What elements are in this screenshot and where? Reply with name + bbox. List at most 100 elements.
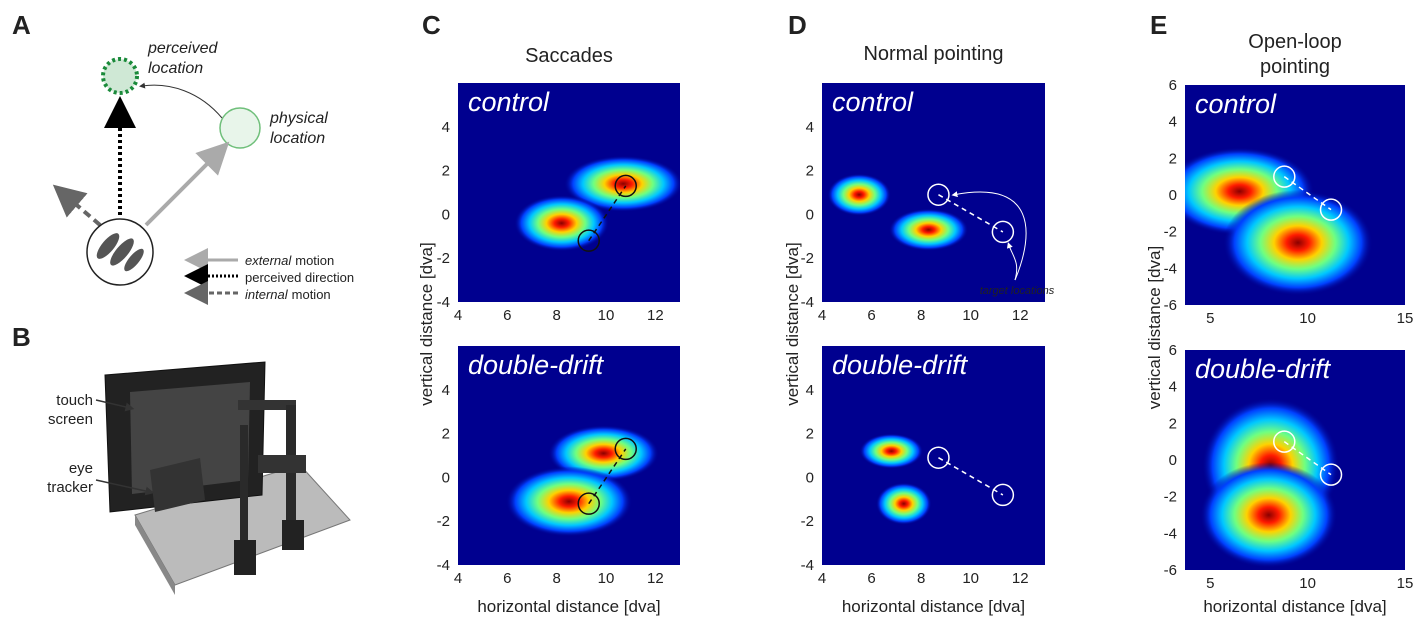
arrow — [95, 479, 155, 496]
y-tick-label: -2 — [1164, 224, 1177, 241]
label: physical — [269, 110, 328, 127]
x-tick-label: 12 — [647, 570, 664, 587]
target — [614, 437, 637, 461]
arrow — [95, 399, 135, 412]
y-tick-label: -4 — [437, 294, 450, 311]
condition-name: double-drift — [468, 350, 605, 380]
x-tick-label: 6 — [867, 307, 875, 324]
y-tick-label: -2 — [801, 513, 814, 530]
y-tick-label: -4 — [437, 557, 450, 574]
arrow — [139, 82, 223, 119]
gabor — [96, 233, 120, 259]
density-peak — [514, 195, 609, 252]
condition-name: double-drift — [1195, 354, 1332, 384]
perceived-circle — [101, 57, 139, 95]
target-link — [1283, 441, 1332, 476]
x-tick-label: 8 — [917, 307, 925, 324]
x-tick-label: 8 — [917, 570, 925, 587]
panel-title: pointing — [1260, 56, 1330, 78]
y-tick-label: 0 — [1169, 187, 1177, 204]
x-tick-label: 6 — [867, 570, 875, 587]
panel-a: A — [12, 10, 261, 305]
panel-letter: B — [12, 322, 31, 352]
y-tick-label: 2 — [442, 163, 450, 180]
clamp — [234, 540, 256, 575]
target — [1273, 165, 1296, 188]
y-axis-label: vertical distance [dva] — [1145, 246, 1164, 409]
x-tick-label: 4 — [818, 570, 826, 587]
x-tick-label: 10 — [598, 307, 615, 324]
x-tick-label: 10 — [962, 570, 979, 587]
y-tick-label: -4 — [801, 557, 814, 574]
density-peak — [859, 433, 924, 469]
x-tick-label: 10 — [1299, 310, 1316, 327]
x-tick-label: 5 — [1206, 575, 1214, 592]
arrow — [52, 184, 102, 227]
condition-name: control — [832, 87, 914, 117]
label: tracker — [47, 479, 93, 496]
y-tick-label: 6 — [1169, 342, 1177, 359]
label: location — [148, 60, 203, 77]
y-tick-label: -4 — [801, 294, 814, 311]
y-tick-label: -2 — [437, 250, 450, 267]
x-tick-label: 8 — [552, 570, 560, 587]
y-tick-label: -6 — [1164, 562, 1177, 579]
y-tick-label: 4 — [1169, 114, 1177, 131]
legend-entry: internal motion — [245, 287, 331, 302]
y-tick-label: -2 — [1164, 489, 1177, 506]
x-tick-label: 6 — [503, 570, 511, 587]
heatmap — [827, 173, 969, 251]
x-tick-label: 6 — [503, 307, 511, 324]
y-tick-label: 0 — [806, 206, 814, 223]
density-peak — [505, 466, 633, 537]
panel-letter: D — [788, 10, 807, 40]
y-tick-label: 0 — [806, 469, 814, 486]
condition-name: control — [468, 87, 550, 117]
label: location — [270, 130, 325, 147]
y-tick-label: 2 — [1169, 150, 1177, 167]
x-tick-label: 12 — [1012, 307, 1029, 324]
panel-b: B — [12, 322, 351, 595]
gabor — [110, 238, 134, 266]
panel-letter: E — [1150, 10, 1167, 40]
gabor — [124, 248, 144, 272]
x-tick-label: 15 — [1397, 310, 1414, 327]
pole — [240, 425, 248, 570]
panel-letter: A — [12, 10, 31, 40]
x-tick-label: 12 — [1012, 570, 1029, 587]
x-axis-label: horizontal distance [dva] — [1203, 597, 1386, 616]
panel-title: Saccades — [525, 45, 613, 67]
label: perceived — [147, 40, 218, 57]
y-tick-label: -2 — [437, 513, 450, 530]
target — [577, 492, 600, 515]
y-tick-label: 2 — [1169, 415, 1177, 432]
x-tick-label: 10 — [598, 570, 615, 587]
legend-text: perceived direction — [245, 270, 354, 285]
base-edge — [135, 515, 175, 595]
density-peak — [1223, 189, 1373, 296]
x-tick-label: 5 — [1206, 310, 1214, 327]
heatmap — [1200, 398, 1340, 568]
target — [991, 220, 1015, 244]
target — [991, 483, 1015, 507]
y-tick-label: 2 — [442, 426, 450, 443]
density-peak — [1200, 462, 1338, 568]
label: eye — [69, 460, 93, 477]
chinrest — [238, 400, 296, 410]
legend-text: motion — [292, 287, 331, 302]
target — [577, 229, 600, 252]
target-link — [938, 194, 1004, 233]
x-tick-label: 10 — [962, 307, 979, 324]
x-tick-label: 10 — [1299, 575, 1316, 592]
x-axis-label: horizontal distance [dva] — [477, 597, 660, 616]
y-tick-label: 6 — [1169, 77, 1177, 94]
density-peak — [876, 482, 932, 525]
legend-entry: external motion — [245, 253, 334, 268]
target — [614, 174, 637, 198]
chin — [258, 455, 306, 473]
target — [1319, 198, 1343, 221]
annotation: target locations — [980, 285, 1055, 297]
clamp — [282, 520, 304, 550]
target — [1319, 463, 1343, 486]
label: touch — [56, 392, 93, 409]
